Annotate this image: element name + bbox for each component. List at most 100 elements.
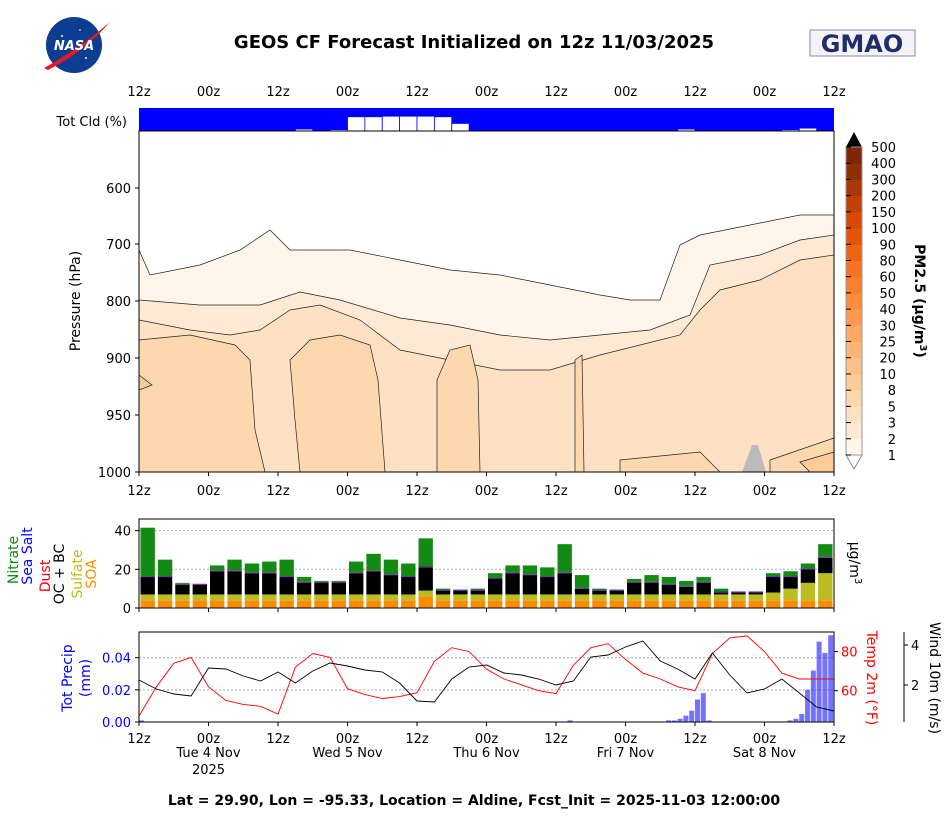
pm25-time-tick-label: 00z: [475, 484, 499, 499]
composition-bar-oc-bc: [505, 573, 520, 595]
composition-bar-sulfate: [435, 594, 451, 601]
composition-bar-oc-bc: [488, 578, 503, 595]
top-time-tick-label: 12z: [127, 85, 151, 100]
temp-tick-label: 60: [841, 685, 858, 700]
composition-bar-oc-bc: [383, 575, 399, 595]
precip-bar: [683, 715, 689, 722]
composition-bar-oc-bc: [748, 592, 763, 595]
composition-bar-oc-bc: [279, 577, 294, 595]
pm25-time-tick-label: 12z: [822, 484, 846, 499]
day-label: Fri 7 Nov: [597, 746, 655, 761]
colorbar-segment: [846, 147, 862, 164]
colorbar-tick-label: 10: [879, 368, 896, 383]
cloud-bar: [347, 116, 366, 132]
composition-bar-sea-salt: [609, 589, 624, 591]
composition-bar-oc-bc: [540, 577, 555, 595]
composition-bar-soa: [644, 600, 659, 608]
composition-bar-sulfate: [314, 594, 329, 601]
colorbar-frame: [845, 146, 863, 456]
composition-bar-nitrate: [401, 563, 416, 577]
colorbar-segment: [846, 438, 862, 456]
colorbar-extend-max: [846, 132, 862, 147]
colorbar-tick-label: 2: [888, 433, 896, 448]
composition-bar-sea-salt: [661, 583, 677, 585]
composition-bar-nitrate: [818, 544, 833, 557]
composition-bar-sea-salt: [262, 572, 277, 573]
colorbar-tick-label: 300: [871, 173, 896, 188]
composition-bar-sea-salt: [331, 581, 346, 583]
colorbar-tick-label: 3: [888, 417, 896, 432]
composition-bar-nitrate: [505, 565, 520, 573]
header: NASA GEOS CF Forecast Initialized on 12z…: [44, 17, 916, 73]
composition-bar-soa: [349, 600, 364, 608]
composition-bar-oc-bc: [175, 584, 190, 595]
colorbar-segment: [846, 179, 862, 197]
composition-bar-sulfate: [192, 594, 207, 601]
composition-bar-sea-salt: [505, 572, 520, 573]
composition-bar-soa: [488, 600, 503, 608]
composition-bar-sea-salt: [644, 581, 659, 583]
composition-bar-sulfate: [540, 594, 555, 601]
met-time-tick-label: 00z: [614, 732, 638, 747]
precip-bar: [799, 713, 805, 722]
composition-bar-nitrate: [383, 559, 399, 575]
composition-bar-sea-salt: [401, 576, 416, 577]
colorbar-segment: [846, 276, 862, 294]
unit-sup: 3: [853, 578, 864, 584]
top-time-tick-label: 00z: [753, 85, 777, 100]
svg-text:GMAO: GMAO: [821, 30, 904, 58]
colorbar-segment: [846, 357, 862, 375]
composition-bar-sulfate: [522, 594, 538, 601]
composition-bar-oc-bc: [522, 575, 538, 595]
composition-bar-sulfate: [227, 594, 242, 601]
composition-bar-oc-bc: [470, 590, 485, 595]
colorbar-segment: [846, 341, 862, 359]
composition-bar-sea-salt: [470, 589, 485, 591]
composition-bar-sulfate: [766, 592, 781, 601]
composition-bar-nitrate: [349, 561, 364, 573]
composition-bar-sea-salt: [627, 581, 642, 583]
temp-label-unit: °F): [863, 705, 879, 726]
composition-bar-soa: [453, 600, 468, 608]
composition-bar-oc-bc: [262, 573, 277, 595]
colorbar-segment: [846, 228, 862, 245]
composition-bar-oc-bc: [627, 582, 642, 595]
composition-bar-sulfate: [748, 594, 763, 601]
composition-bar-oc-bc: [696, 582, 711, 595]
composition-bar-nitrate: [314, 580, 329, 582]
composition-bar-sea-salt: [574, 587, 590, 589]
composition-bar-sea-salt: [418, 566, 433, 567]
page-title: GEOS CF Forecast Initialized on 12z 11/0…: [234, 32, 714, 53]
wind-tick-label: 2: [911, 679, 919, 694]
day-label: Thu 6 Nov: [452, 746, 520, 761]
composition-bar-soa: [679, 600, 694, 608]
precip-bar: [677, 718, 683, 722]
composition-bar-sulfate: [366, 594, 381, 601]
composition-bar-sulfate: [175, 594, 190, 601]
composition-bar-oc-bc: [227, 571, 242, 595]
composition-bar-nitrate: [713, 588, 729, 592]
composition-bar-oc-bc: [713, 592, 729, 595]
pm25-time-tick-label: 00z: [197, 484, 221, 499]
composition-bar-nitrate: [244, 563, 260, 573]
composition-bar-nitrate: [296, 577, 312, 582]
composition-bar-nitrate: [679, 580, 694, 586]
composition-bar-soa: [227, 600, 242, 608]
met-time-tick-label: 12z: [822, 732, 846, 747]
pressure-tick-label: 900: [106, 352, 131, 367]
composition-bar-sulfate: [505, 594, 520, 601]
colorbar-tick-label: 50: [879, 287, 896, 302]
meteorology-panel: 0.00 0.02 0.04 60 80 2 4 Tot Precip (mm) Temp 2m …: [60, 622, 942, 778]
precip-bar: [793, 718, 799, 722]
composition-bar-oc-bc: [140, 577, 155, 595]
colorbar-label-sup: 3: [918, 344, 929, 351]
composition-bar-sulfate: [679, 594, 694, 601]
legend-sea-salt: Sea Salt: [20, 527, 36, 585]
precip-bar: [671, 720, 677, 722]
composition-bar-nitrate: [418, 538, 433, 567]
composition-bar-nitrate: [574, 575, 590, 588]
colorbar-segment: [846, 163, 862, 180]
composition-bar-sulfate: [279, 594, 294, 601]
composition-bar-sulfate: [262, 594, 277, 601]
